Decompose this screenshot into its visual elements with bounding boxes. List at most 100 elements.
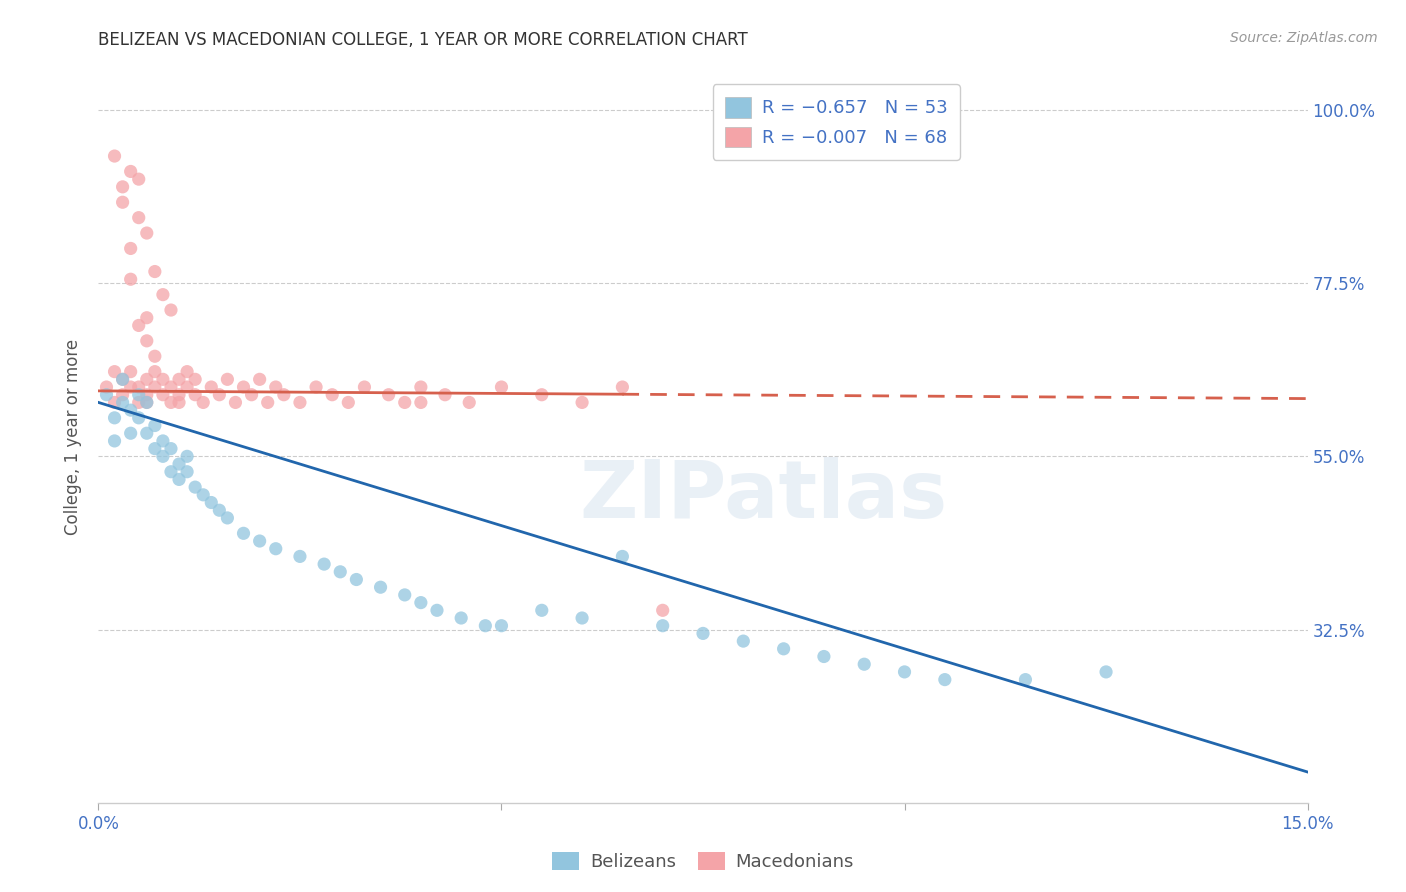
Point [329,565,352,579]
Point [103,365,125,379]
Legend: Belizeans, Macedonians: Belizeans, Macedonians [546,845,860,879]
Point [450,611,472,625]
Point [135,226,157,240]
Point [143,264,166,278]
Point [135,310,157,325]
Point [167,472,190,486]
Point [167,388,190,402]
Point [288,549,311,564]
Point [240,388,263,402]
Point [377,388,399,402]
Point [288,395,311,409]
Point [772,641,794,656]
Point [111,372,134,386]
Point [120,380,142,394]
Point [128,172,150,186]
Point [193,395,215,409]
Text: BELIZEAN VS MACEDONIAN COLLEGE, 1 YEAR OR MORE CORRELATION CHART: BELIZEAN VS MACEDONIAN COLLEGE, 1 YEAR O… [98,31,748,49]
Point [152,372,174,386]
Point [893,665,915,679]
Point [160,395,183,409]
Point [394,395,416,409]
Point [167,372,190,386]
Point [128,410,150,425]
Point [273,388,295,402]
Text: Source: ZipAtlas.com: Source: ZipAtlas.com [1230,31,1378,45]
Point [120,242,142,256]
Point [128,211,150,225]
Point [167,457,190,471]
Point [491,380,513,394]
Point [458,395,481,409]
Point [152,287,174,301]
Point [152,388,174,402]
Point [143,418,166,433]
Point [394,588,416,602]
Point [200,380,222,394]
Point [160,380,183,394]
Point [135,334,157,348]
Point [321,388,343,402]
Point [733,634,755,648]
Point [184,388,207,402]
Point [120,272,142,286]
Point [193,488,215,502]
Point [256,395,278,409]
Point [143,349,166,363]
Point [813,649,835,664]
Point [167,395,190,409]
Point [692,626,714,640]
Point [160,303,183,318]
Point [217,511,239,525]
Point [264,541,287,556]
Point [217,372,239,386]
Point [474,618,496,632]
Point [530,603,553,617]
Point [1014,673,1036,687]
Point [152,450,174,464]
Point [651,618,673,632]
Point [176,450,198,464]
Text: ZIPatlas: ZIPatlas [579,457,948,534]
Point [152,434,174,448]
Point [344,573,367,587]
Point [651,603,673,617]
Point [184,480,207,494]
Point [120,426,142,441]
Point [128,380,150,394]
Point [143,365,166,379]
Point [491,618,513,632]
Point [128,388,150,402]
Point [128,395,150,409]
Point [160,442,183,456]
Point [409,596,432,610]
Point [232,380,254,394]
Point [135,388,157,402]
Point [103,434,125,448]
Point [530,388,553,402]
Point [160,465,183,479]
Point [143,442,166,456]
Point [434,388,457,402]
Point [143,380,166,394]
Point [176,380,198,394]
Point [111,388,134,402]
Point [208,503,231,517]
Point [111,372,134,386]
Point [370,580,392,594]
Point [184,372,207,386]
Point [111,179,134,194]
Point [426,603,449,617]
Point [111,395,134,409]
Point [353,380,375,394]
Point [337,395,360,409]
Point [103,410,125,425]
Point [853,657,876,672]
Legend: R = −0.657   N = 53, R = −0.007   N = 68: R = −0.657 N = 53, R = −0.007 N = 68 [713,84,960,160]
Y-axis label: College, 1 year or more: College, 1 year or more [65,339,83,535]
Point [120,403,142,417]
Point [135,395,157,409]
Point [314,557,336,571]
Point [224,395,246,409]
Point [249,372,271,386]
